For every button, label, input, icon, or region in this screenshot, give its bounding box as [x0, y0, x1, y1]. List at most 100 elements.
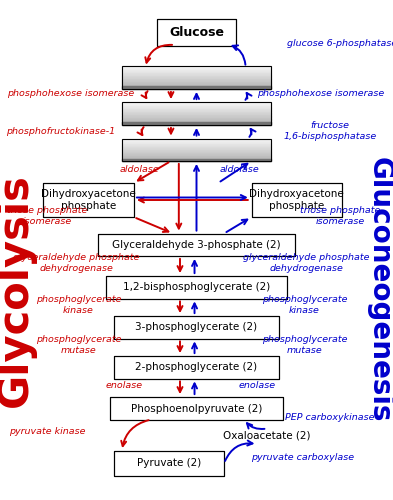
Text: phosphoglycerate
mutase: phosphoglycerate mutase	[36, 336, 121, 354]
Text: pyruvate carboxylase: pyruvate carboxylase	[251, 453, 354, 462]
Bar	[122, 156, 271, 157]
Text: Glucose: Glucose	[169, 26, 224, 39]
Bar	[122, 122, 271, 123]
Text: glyceraldehyde phosphate
dehydrogenase: glyceraldehyde phosphate dehydrogenase	[243, 254, 370, 272]
Bar	[122, 70, 271, 72]
Bar	[122, 84, 271, 85]
Bar	[122, 103, 271, 104]
Bar	[122, 152, 271, 153]
Bar	[122, 68, 271, 69]
Bar	[122, 75, 271, 76]
Text: phosphoglycerate
kinase: phosphoglycerate kinase	[36, 296, 121, 314]
Bar	[122, 159, 271, 160]
Text: Dihydroxyacetone
phosphate: Dihydroxyacetone phosphate	[249, 189, 344, 211]
Text: glucose 6-phosphatase: glucose 6-phosphatase	[287, 40, 393, 48]
Bar	[122, 151, 271, 152]
Bar	[122, 102, 271, 103]
Bar	[122, 157, 271, 158]
Text: Phosphoenolpyruvate (2): Phosphoenolpyruvate (2)	[131, 404, 262, 413]
Bar	[122, 160, 271, 161]
Bar	[122, 154, 271, 155]
Bar	[122, 120, 271, 121]
Bar	[122, 67, 271, 68]
FancyBboxPatch shape	[106, 276, 287, 299]
Bar	[122, 149, 271, 150]
Bar	[122, 138, 271, 140]
Bar	[122, 73, 271, 74]
Bar	[122, 141, 271, 142]
Text: phosphoglycerate
kinase: phosphoglycerate kinase	[262, 296, 347, 314]
Bar	[122, 147, 271, 148]
Text: phosphoglycerate
mutase: phosphoglycerate mutase	[262, 336, 347, 354]
Bar	[122, 142, 271, 143]
Bar	[122, 150, 271, 151]
FancyBboxPatch shape	[157, 20, 236, 46]
Text: 2-phosphoglycerate (2): 2-phosphoglycerate (2)	[136, 362, 257, 372]
Bar	[122, 72, 271, 73]
Bar	[122, 80, 271, 81]
Bar	[122, 113, 271, 114]
Text: enolase: enolase	[105, 382, 142, 390]
Bar	[122, 66, 271, 67]
Bar	[122, 118, 271, 120]
Bar	[122, 78, 271, 79]
Bar	[122, 88, 271, 89]
Bar	[122, 107, 271, 108]
FancyBboxPatch shape	[43, 183, 134, 217]
Bar	[122, 123, 271, 124]
Text: phosphofructokinase-1: phosphofructokinase-1	[6, 126, 116, 136]
Bar	[122, 74, 271, 75]
Bar	[122, 69, 271, 70]
FancyBboxPatch shape	[114, 356, 279, 379]
Text: Pyruvate (2): Pyruvate (2)	[137, 458, 201, 468]
Bar	[122, 104, 271, 105]
Text: fructose
1,6-bisphosphatase: fructose 1,6-bisphosphatase	[283, 122, 377, 141]
Text: Oxaloacetate (2): Oxaloacetate (2)	[224, 431, 311, 441]
FancyBboxPatch shape	[252, 183, 342, 217]
Text: phosphohexose isomerase: phosphohexose isomerase	[7, 90, 134, 98]
Text: phosphohexose isomerase: phosphohexose isomerase	[257, 90, 384, 98]
Bar	[122, 148, 271, 149]
Text: Glyceraldehyde 3-phosphate (2): Glyceraldehyde 3-phosphate (2)	[112, 240, 281, 250]
Text: Gluconeogenesis: Gluconeogenesis	[365, 157, 393, 423]
Text: enolase: enolase	[239, 382, 276, 390]
Text: triose phosphate
isomerase: triose phosphate isomerase	[7, 206, 87, 226]
FancyBboxPatch shape	[110, 397, 283, 420]
Bar	[122, 86, 271, 89]
Text: aldolase: aldolase	[220, 166, 260, 174]
FancyBboxPatch shape	[114, 316, 279, 339]
Bar	[122, 158, 271, 159]
Bar	[122, 158, 271, 161]
Bar	[122, 115, 271, 116]
Bar	[122, 81, 271, 82]
Bar	[122, 143, 271, 144]
Bar	[122, 114, 271, 115]
FancyBboxPatch shape	[114, 451, 224, 476]
Bar	[122, 122, 271, 124]
Text: PEP carboxykinase: PEP carboxykinase	[285, 413, 375, 422]
Bar	[122, 155, 271, 156]
Bar	[122, 87, 271, 88]
Text: glyceraldehyde phosphate
dehydrogenase: glyceraldehyde phosphate dehydrogenase	[13, 254, 140, 272]
Bar	[122, 85, 271, 86]
Text: pyruvate kinase: pyruvate kinase	[9, 426, 85, 436]
Bar	[122, 144, 271, 145]
Bar	[122, 146, 271, 147]
Bar	[122, 79, 271, 80]
Bar	[122, 121, 271, 122]
Text: Glycolysis: Glycolysis	[0, 173, 36, 407]
Text: aldolase: aldolase	[119, 166, 160, 174]
Bar	[122, 140, 271, 141]
Bar	[122, 117, 271, 118]
Bar	[122, 76, 271, 78]
Text: Dihydroxyacetone
phosphate: Dihydroxyacetone phosphate	[41, 189, 136, 211]
Text: 3-phosphoglycerate (2): 3-phosphoglycerate (2)	[136, 322, 257, 332]
Bar	[122, 108, 271, 109]
Text: 1,2-bisphosphoglycerate (2): 1,2-bisphosphoglycerate (2)	[123, 282, 270, 292]
Bar	[122, 153, 271, 154]
Bar	[122, 109, 271, 110]
Bar	[122, 116, 271, 117]
Text: triose phosphate
isomerase: triose phosphate isomerase	[300, 206, 380, 226]
Bar	[122, 86, 271, 87]
Bar	[122, 82, 271, 84]
